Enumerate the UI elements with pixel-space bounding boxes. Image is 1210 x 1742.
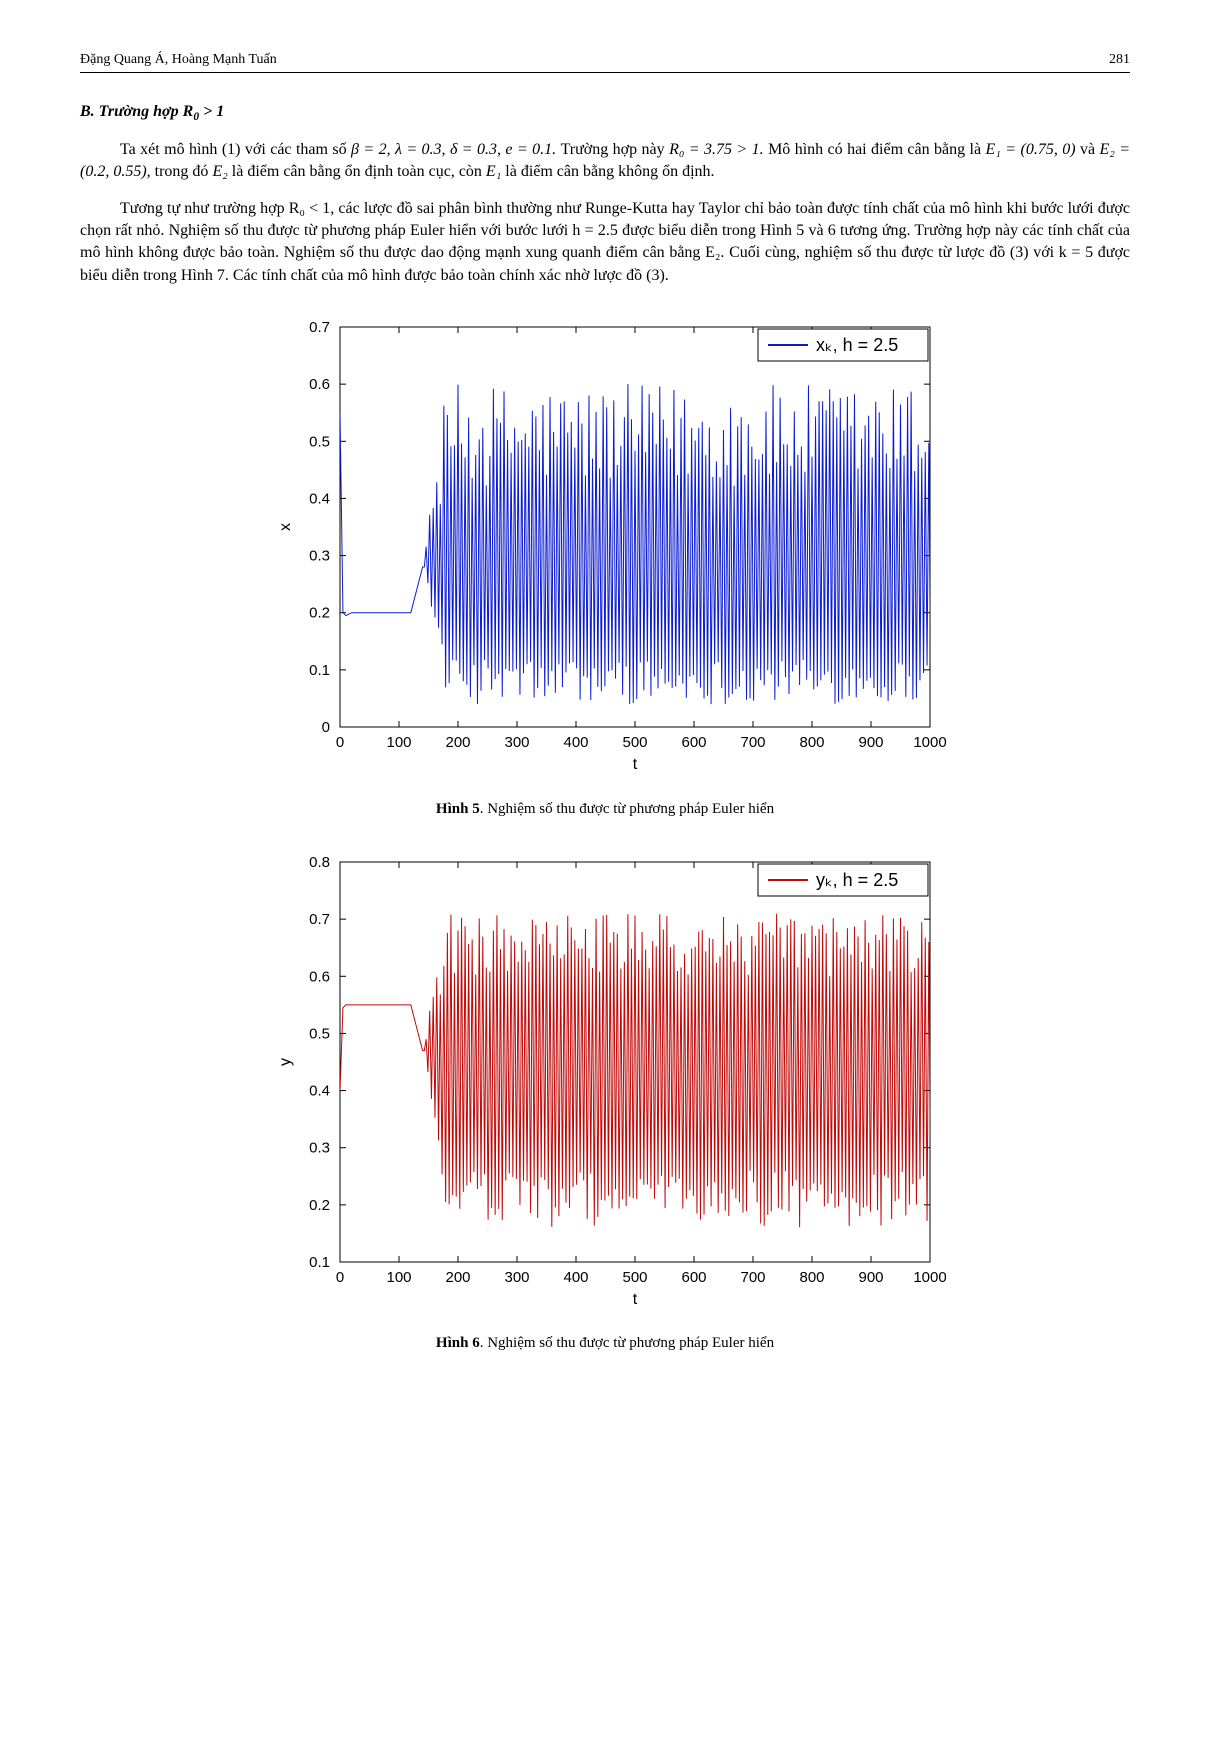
svg-text:0: 0	[322, 719, 330, 736]
svg-text:1000: 1000	[913, 734, 946, 751]
svg-text:700: 700	[740, 1269, 765, 1286]
figure-6: 0 100 200 300 400 500 600 700 800 900 1000 0.1 0.2 0.…	[80, 844, 1130, 1321]
svg-text:0.4: 0.4	[309, 491, 330, 508]
figure-6-caption: Hình 6. Nghiệm số thu được từ phương phá…	[80, 1333, 1130, 1354]
svg-text:800: 800	[799, 1269, 824, 1286]
svg-text:500: 500	[622, 1269, 647, 1286]
figure-5-caption: Hình 5. Nghiệm số thu được từ phương phá…	[80, 799, 1130, 820]
figure-6-chart: 0 100 200 300 400 500 600 700 800 900 1000 0.1 0.2 0.…	[255, 844, 955, 1314]
svg-text:100: 100	[386, 1269, 411, 1286]
page-header: Đặng Quang Á, Hoàng Mạnh Tuấn 281	[80, 50, 1130, 73]
svg-text:200: 200	[445, 1269, 470, 1286]
section-b-math: R0 > 1	[183, 103, 225, 120]
svg-text:400: 400	[563, 734, 588, 751]
svg-text:0.2: 0.2	[309, 605, 330, 622]
svg-text:900: 900	[858, 734, 883, 751]
svg-text:800: 800	[799, 734, 824, 751]
svg-text:0.1: 0.1	[309, 1254, 330, 1271]
svg-text:0.6: 0.6	[309, 968, 330, 985]
svg-text:0.7: 0.7	[309, 911, 330, 928]
svg-text:0.5: 0.5	[309, 434, 330, 451]
svg-text:700: 700	[740, 734, 765, 751]
header-page-number: 281	[1109, 50, 1130, 70]
svg-text:0.2: 0.2	[309, 1196, 330, 1213]
svg-text:600: 600	[681, 734, 706, 751]
svg-text:0: 0	[336, 734, 344, 751]
svg-text:0.8: 0.8	[309, 854, 330, 871]
svg-text:1000: 1000	[913, 1269, 946, 1286]
svg-text:500: 500	[622, 734, 647, 751]
svg-text:0.6: 0.6	[309, 376, 330, 393]
svg-text:300: 300	[504, 734, 529, 751]
svg-text:100: 100	[386, 734, 411, 751]
svg-text:0.3: 0.3	[309, 548, 330, 565]
svg-text:t: t	[633, 1291, 638, 1308]
svg-text:300: 300	[504, 1269, 529, 1286]
svg-text:yₖ, h = 2.5: yₖ, h = 2.5	[816, 870, 898, 890]
svg-text:600: 600	[681, 1269, 706, 1286]
svg-text:200: 200	[445, 734, 470, 751]
header-authors: Đặng Quang Á, Hoàng Mạnh Tuấn	[80, 50, 277, 70]
svg-text:0.1: 0.1	[309, 662, 330, 679]
section-b-para1: Ta xét mô hình (1) với các tham số β = 2…	[80, 139, 1130, 184]
svg-text:0.4: 0.4	[309, 1082, 330, 1099]
svg-text:400: 400	[563, 1269, 588, 1286]
figure-5: 0 100 200 300 400 500 600 700 800 900 1000 0 0.1 0.2 0…	[80, 309, 1130, 786]
svg-text:900: 900	[858, 1269, 883, 1286]
svg-text:0.7: 0.7	[309, 319, 330, 336]
svg-text:0.5: 0.5	[309, 1025, 330, 1042]
section-b-prefix: B. Trường hợp	[80, 103, 183, 120]
figure-5-chart: 0 100 200 300 400 500 600 700 800 900 1000 0 0.1 0.2 0…	[255, 309, 955, 779]
svg-text:y: y	[277, 1058, 294, 1066]
svg-text:0.3: 0.3	[309, 1139, 330, 1156]
svg-text:x: x	[277, 523, 294, 531]
section-b-para2: Tương tự như trường hợp R₀ < 1, các lược…	[80, 198, 1130, 288]
svg-text:t: t	[633, 756, 638, 773]
svg-text:xₖ, h = 2.5: xₖ, h = 2.5	[816, 335, 898, 355]
svg-text:0: 0	[336, 1269, 344, 1286]
section-b-title: B. Trường hợp R0 > 1	[80, 101, 1130, 125]
